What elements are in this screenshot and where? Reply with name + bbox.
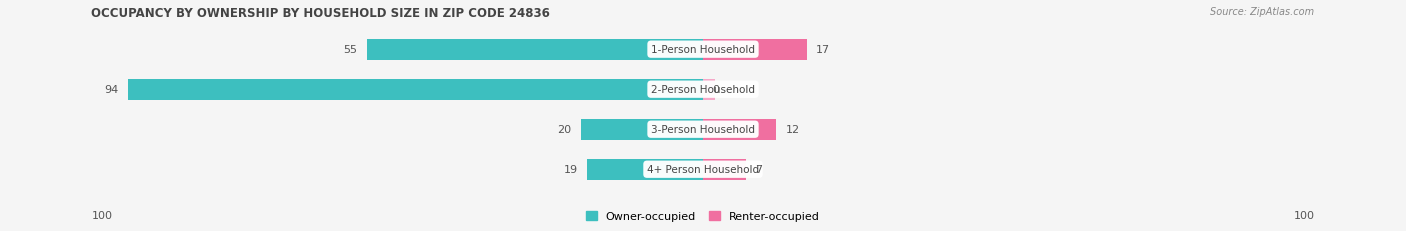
Text: Source: ZipAtlas.com: Source: ZipAtlas.com [1211,7,1315,17]
Legend: Owner-occupied, Renter-occupied: Owner-occupied, Renter-occupied [581,206,825,225]
Text: 17: 17 [815,45,831,55]
Text: 20: 20 [557,125,571,135]
Text: 100: 100 [91,210,112,220]
Bar [581,119,703,140]
Text: 7: 7 [755,164,762,174]
Bar [367,40,703,60]
Bar [703,40,807,60]
Bar [128,79,703,100]
Bar [703,159,745,180]
Text: 4+ Person Household: 4+ Person Household [647,164,759,174]
Text: 12: 12 [786,125,800,135]
Bar [703,79,716,100]
Text: 1-Person Household: 1-Person Household [651,45,755,55]
Text: 94: 94 [104,85,120,95]
Bar [703,119,776,140]
Text: OCCUPANCY BY OWNERSHIP BY HOUSEHOLD SIZE IN ZIP CODE 24836: OCCUPANCY BY OWNERSHIP BY HOUSEHOLD SIZE… [91,7,550,20]
Text: 55: 55 [343,45,357,55]
Text: 100: 100 [1294,210,1315,220]
Text: 2-Person Household: 2-Person Household [651,85,755,95]
Bar [586,159,703,180]
Text: 3-Person Household: 3-Person Household [651,125,755,135]
Text: 0: 0 [713,85,720,95]
Text: 19: 19 [564,164,578,174]
